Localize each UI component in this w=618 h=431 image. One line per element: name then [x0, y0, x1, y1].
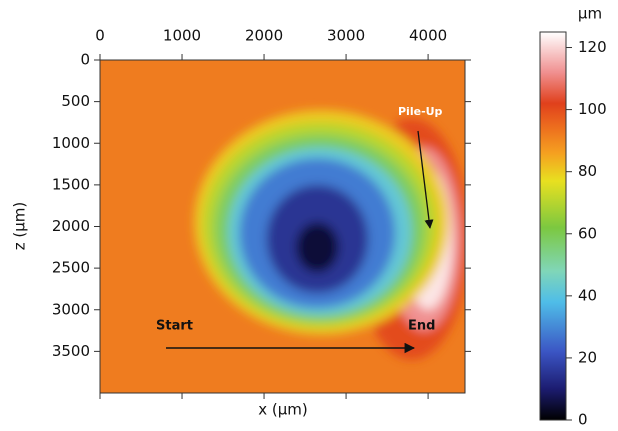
contour-group	[194, 109, 465, 360]
colorbar	[539, 31, 567, 421]
x-tick-label: 4000	[409, 27, 447, 45]
y-tick-label: 3000	[52, 300, 90, 318]
y-tick-label: 0	[80, 51, 90, 69]
annotation: Pile-Up	[398, 105, 443, 118]
x-tick-label: 2000	[245, 27, 283, 45]
colorbar-tick-label: 80	[578, 162, 597, 180]
colorbar-label: µm	[578, 5, 602, 23]
annotation: Start	[156, 319, 193, 334]
contour	[296, 222, 339, 273]
colorbar-tick-label: 100	[578, 100, 607, 118]
y-tick-label: 2500	[52, 259, 90, 277]
x-tick-label: 3000	[327, 27, 365, 45]
colorbar-tick-label: 40	[578, 286, 597, 304]
y-tick-label: 500	[61, 92, 90, 110]
colorbar-tick-label: 0	[578, 411, 588, 429]
annotation: End	[408, 319, 435, 334]
colorbar-tick-label: 20	[578, 348, 597, 366]
x-tick-label: 0	[95, 27, 105, 45]
colorbar-tick-label: 120	[578, 38, 607, 56]
y-tick-label: 3500	[52, 342, 90, 360]
y-tick-label: 1000	[52, 134, 90, 152]
y-axis-label: z (µm)	[11, 202, 29, 251]
x-axis-label: x (µm)	[258, 401, 308, 419]
y-tick-label: 1500	[52, 175, 90, 193]
x-tick-label: 1000	[163, 27, 201, 45]
pile-up-arrow	[417, 130, 434, 229]
y-tick-label: 2000	[52, 217, 90, 235]
heatmap	[100, 60, 465, 393]
colorbar-tick-label: 60	[578, 224, 597, 242]
